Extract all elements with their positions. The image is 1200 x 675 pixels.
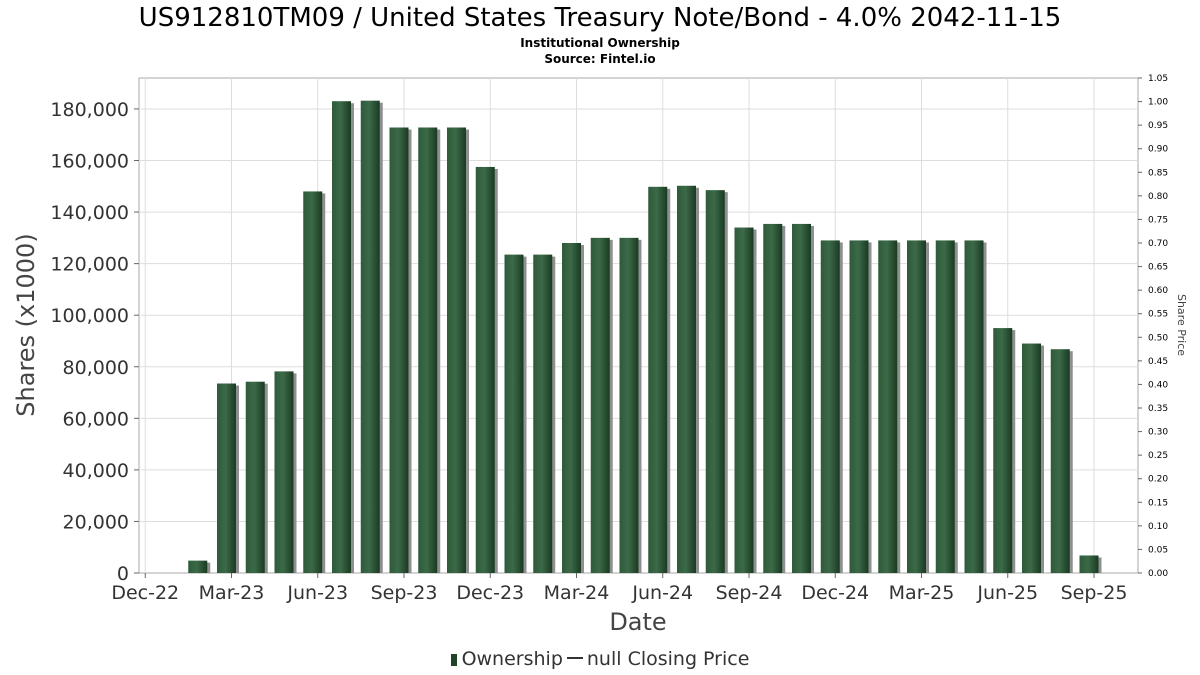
bar [935, 240, 955, 573]
x-tick-label: Jun-24 [631, 582, 693, 604]
x-tick-label: Mar-23 [199, 582, 265, 604]
y-axis-label: Shares (x1000) [12, 233, 40, 416]
bar [533, 254, 553, 573]
y2-tick-label: 0.90 [1148, 145, 1168, 155]
x-tick-label: Mar-24 [544, 582, 610, 604]
bar [820, 240, 840, 573]
y2-tick-label: 0.55 [1148, 310, 1168, 320]
y2-tick-label: 0.80 [1148, 192, 1168, 202]
y-tick-label: 180,000 [50, 99, 129, 121]
bar [677, 185, 696, 573]
bar [964, 240, 984, 573]
bar [849, 240, 869, 573]
bar [562, 243, 581, 573]
bars [188, 100, 1102, 573]
bar [763, 223, 783, 573]
bar [389, 127, 409, 573]
x-tick-label: Dec-23 [456, 582, 524, 604]
bar [217, 383, 236, 573]
x-tick-label: Sep-23 [371, 582, 438, 604]
bar [648, 186, 668, 573]
x-tick-label: Jun-23 [286, 582, 348, 604]
y2-tick-label: 0.40 [1148, 380, 1168, 390]
bar [418, 127, 438, 573]
x-tick-label: Sep-25 [1061, 582, 1128, 604]
y2-tick-label: 1.00 [1148, 98, 1168, 108]
y2-tick-label: 0.15 [1148, 498, 1168, 508]
bar [447, 127, 466, 573]
y-tick-label: 20,000 [63, 511, 129, 533]
ownership-legend-swatch [450, 654, 457, 666]
bar [188, 560, 208, 573]
price-legend-label: null Closing Price [586, 648, 750, 670]
y2-tick-label: 0.05 [1148, 545, 1168, 555]
bar [245, 381, 265, 573]
x-tick-label: Mar-25 [889, 582, 955, 604]
y-axis-left: 0 20,000 40,000 60,000 80,000 100,000 120,000 1… [50, 99, 139, 585]
x-tick-label: Sep-24 [716, 582, 783, 604]
y2-tick-label: 1.05 [1148, 74, 1168, 84]
y-tick-label: 100,000 [50, 305, 129, 327]
y2-tick-label: 0.10 [1148, 522, 1168, 532]
bar [792, 223, 811, 573]
legend: Ownership null Closing Price [0, 646, 1200, 672]
x-axis: Dec-22 Mar-23 Jun-23 Sep-23 Dec-23 Mar-24 Jun-… [111, 573, 1127, 604]
y2-axis-label: Share Price [1175, 294, 1188, 356]
y2-tick-label: 0.00 [1148, 569, 1168, 579]
bar [475, 166, 495, 573]
bar [907, 240, 926, 573]
bar [590, 237, 610, 573]
x-axis-label: Date [609, 608, 666, 636]
bar [993, 328, 1013, 573]
bar [360, 100, 380, 573]
x-tick-label: Jun-25 [976, 582, 1038, 604]
y2-tick-label: 0.45 [1148, 357, 1168, 367]
y-axis-right: 0.00 0.05 0.10 0.15 0.20 0.25 0.30 0.35 0.40 0.45… [1138, 74, 1168, 579]
chart-subtitle: Institutional Ownership [520, 36, 680, 50]
price-legend-swatch [566, 657, 583, 659]
chart-title: US912810TM09 / United States Treasury No… [138, 3, 1062, 33]
y2-tick-label: 0.35 [1148, 404, 1168, 414]
y-tick-label: 120,000 [50, 254, 129, 276]
bar [274, 371, 294, 573]
bar [1050, 349, 1070, 573]
chart-plot: 0 20,000 40,000 60,000 80,000 100,000 120,000 1… [12, 74, 1188, 636]
x-tick-label: Dec-24 [801, 582, 869, 604]
x-tick-label: Dec-22 [111, 582, 179, 604]
bar [303, 191, 323, 573]
y2-tick-label: 0.50 [1148, 333, 1168, 343]
y2-tick-label: 0.65 [1148, 263, 1168, 273]
bar [705, 190, 725, 573]
y2-tick-label: 0.60 [1148, 286, 1168, 296]
bar [504, 254, 524, 573]
y2-tick-label: 0.20 [1148, 475, 1168, 485]
y-tick-label: 80,000 [63, 357, 129, 379]
bar [1079, 555, 1099, 573]
bar [878, 240, 898, 573]
ownership-legend-label: Ownership [461, 648, 563, 670]
y2-tick-label: 0.95 [1148, 121, 1168, 131]
y-tick-label: 40,000 [63, 460, 129, 482]
bar [332, 101, 351, 573]
y2-tick-label: 0.30 [1148, 428, 1168, 438]
y2-tick-label: 0.75 [1148, 215, 1168, 225]
y2-tick-label: 0.70 [1148, 239, 1168, 249]
y-tick-label: 60,000 [63, 408, 129, 430]
chart-source: Source: Fintel.io [544, 52, 656, 66]
bar [734, 227, 754, 573]
y-tick-label: 140,000 [50, 202, 129, 224]
y-tick-label: 160,000 [50, 151, 129, 173]
y2-tick-label: 0.25 [1148, 451, 1168, 461]
bar [1022, 343, 1041, 573]
bar [619, 237, 639, 573]
y2-tick-label: 0.85 [1148, 168, 1168, 178]
y-tick-label: 0 [117, 563, 129, 585]
